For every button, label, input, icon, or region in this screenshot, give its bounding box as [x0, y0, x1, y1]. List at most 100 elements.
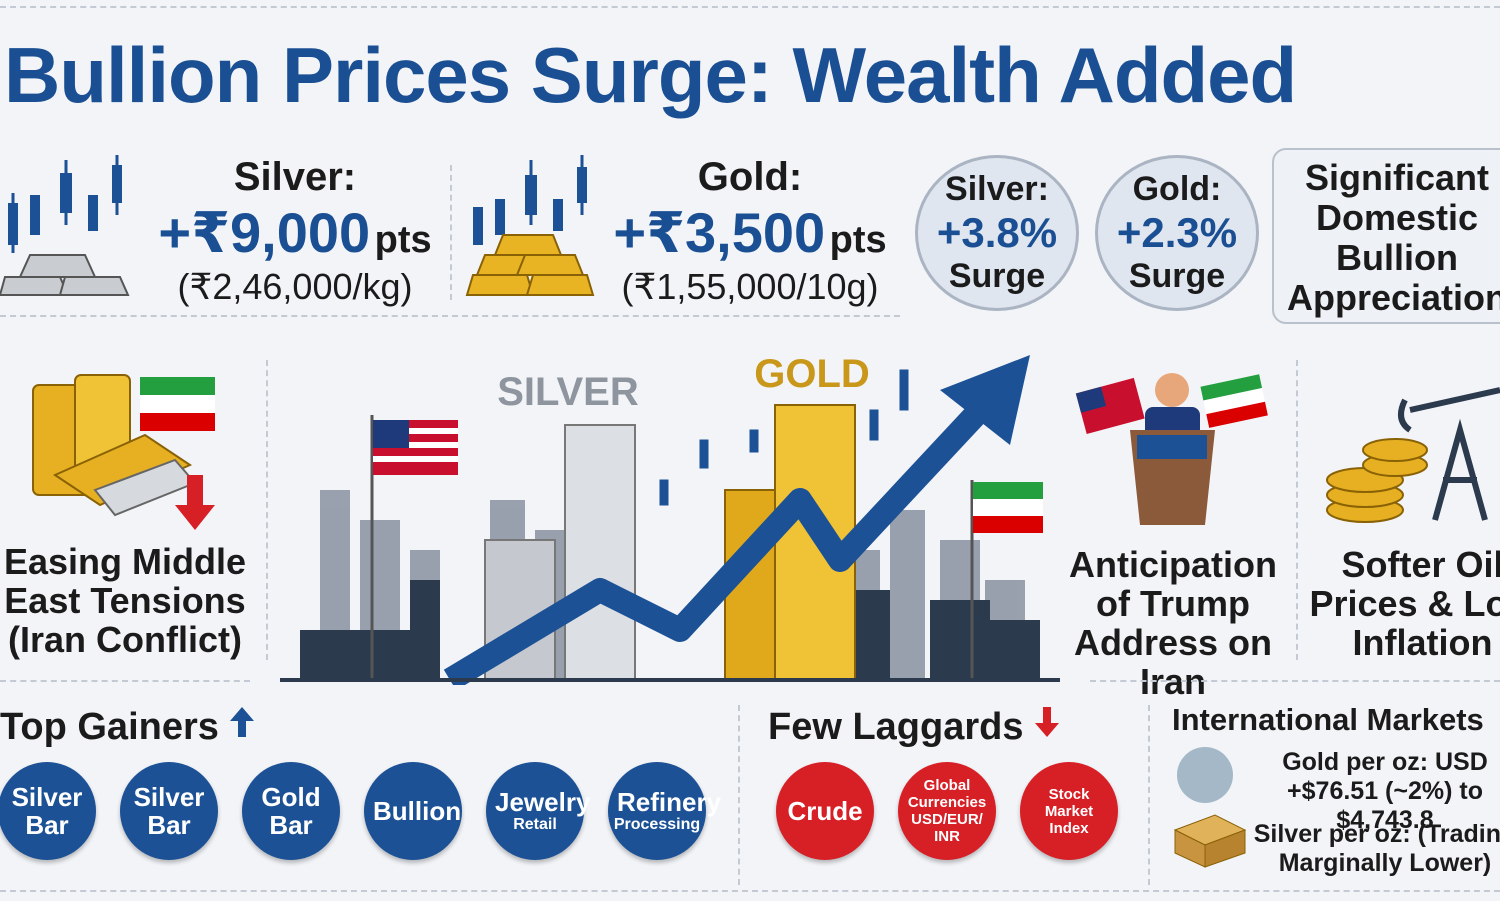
shape	[30, 195, 40, 235]
gainer-badge: Silver Bar	[0, 762, 96, 860]
shape	[1206, 401, 1268, 428]
silver-bars	[0, 254, 130, 296]
city-front	[300, 580, 1040, 680]
unit: pts	[829, 219, 887, 261]
shape	[140, 377, 215, 395]
shape	[1200, 374, 1263, 401]
price: (₹2,46,000/kg)	[177, 266, 413, 307]
silver-bars	[484, 424, 636, 681]
gainer-badge: Gold Bar	[242, 762, 340, 860]
globe-box-icon	[1173, 747, 1247, 868]
shape	[890, 510, 925, 680]
gainer-name: Silver Bar	[11, 782, 83, 840]
gold-surge: Gold: +2.3% Surge	[1095, 155, 1259, 311]
shape	[18, 254, 97, 278]
highlight: Significant Domestic Bullion Appreciatio…	[1272, 148, 1500, 324]
down-arrow	[175, 475, 215, 530]
gold-label: GOLD	[754, 352, 870, 396]
laggard-name: Stock Market Index	[1044, 785, 1094, 837]
down-arrow	[1035, 707, 1060, 737]
shape	[1432, 418, 1488, 521]
section-title: Few Laggards	[768, 705, 1060, 749]
shape	[515, 254, 585, 276]
box-front	[1204, 829, 1246, 868]
silver-surge: Silver: +3.8% Surge	[915, 155, 1079, 311]
laggard-badge: Stock Market Index	[1020, 762, 1118, 860]
gainer-badge: Refinery Processing	[608, 762, 722, 860]
oil-icon	[1326, 387, 1500, 523]
shape	[1203, 388, 1265, 415]
shape	[553, 199, 563, 231]
iran-flag	[140, 377, 215, 431]
shape	[970, 620, 1040, 680]
candles	[8, 155, 122, 253]
shape	[973, 499, 1043, 516]
shape	[899, 369, 909, 411]
silver-label: SILVER	[497, 370, 639, 414]
shape	[473, 207, 483, 245]
gainer-name: Refinery	[617, 787, 722, 817]
shape	[52, 433, 193, 507]
label: Silver:	[233, 155, 357, 199]
bottom-rule	[0, 890, 1500, 892]
gold-bars	[465, 234, 595, 296]
gold-bars	[32, 374, 197, 517]
market-scene: SILVER GOLD	[280, 352, 1060, 685]
shape	[373, 420, 409, 448]
shape	[410, 580, 440, 680]
shape	[1409, 387, 1500, 413]
percent: +3.8%	[936, 209, 1058, 256]
gainer-sub: Processing	[613, 816, 701, 833]
price: (₹1,55,000/10g)	[621, 266, 879, 307]
shape	[973, 516, 1043, 533]
shape	[1398, 398, 1412, 433]
driver: Anticipation of Trump Address on Iran	[1069, 544, 1277, 702]
label: Silver:	[945, 170, 1049, 208]
laggard-name: Global Currencies USD/EUR/ INR	[907, 777, 987, 845]
unit: pts	[374, 219, 432, 261]
gainer-badge: Silver Bar	[120, 762, 218, 860]
title-text: Top Gainers	[0, 706, 219, 748]
shape	[1362, 438, 1428, 462]
podium-plate	[1137, 435, 1207, 459]
us-flag	[373, 420, 458, 475]
shape	[0, 276, 70, 296]
shape	[373, 428, 458, 434]
word: Surge	[948, 257, 1046, 295]
laggard-badge: Global Currencies USD/EUR/ INR	[898, 762, 996, 860]
gold-icon	[465, 155, 595, 296]
top-rule	[0, 6, 1500, 8]
gainer-name: Jewelry	[495, 787, 591, 817]
divider	[1148, 705, 1150, 885]
gainer-sub: Retail	[513, 816, 557, 833]
globe	[1177, 747, 1233, 803]
divider	[0, 315, 900, 317]
shape	[140, 413, 215, 431]
shape	[749, 429, 759, 453]
change: +₹9,000	[158, 201, 371, 264]
gainer-badge: Bullion	[364, 762, 462, 860]
section-title: International Markets	[1172, 702, 1484, 737]
silver-international: Silver per oz: (Trading Marginally Lower…	[1253, 820, 1500, 877]
arrow-head	[940, 355, 1030, 445]
coins	[1326, 438, 1428, 523]
divider	[1090, 680, 1500, 682]
label: Gold:	[697, 155, 803, 199]
change: +₹3,500	[613, 201, 826, 264]
shape	[1075, 386, 1107, 413]
gainer-name: Bullion	[373, 796, 462, 826]
shape	[659, 479, 669, 506]
shape	[373, 456, 458, 462]
shape	[493, 234, 563, 256]
silver-price: Silver: +₹9,000 pts (₹2,46,000/kg)	[140, 155, 450, 308]
word: Surge	[1128, 257, 1226, 295]
gold-price: Gold: +₹3,500 pts (₹1,55,000/10g)	[600, 155, 900, 308]
laggard-badge: Crude	[776, 762, 874, 860]
section-title: Top Gainers	[0, 705, 255, 749]
shape	[699, 439, 709, 469]
shape	[495, 199, 505, 235]
trend-arrow	[443, 401, 989, 685]
gainer-name: Silver Bar	[133, 782, 205, 840]
divider	[738, 705, 740, 885]
